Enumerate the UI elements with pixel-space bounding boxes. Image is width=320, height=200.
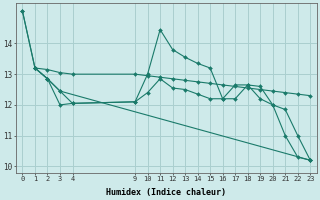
X-axis label: Humidex (Indice chaleur): Humidex (Indice chaleur) — [106, 188, 226, 197]
